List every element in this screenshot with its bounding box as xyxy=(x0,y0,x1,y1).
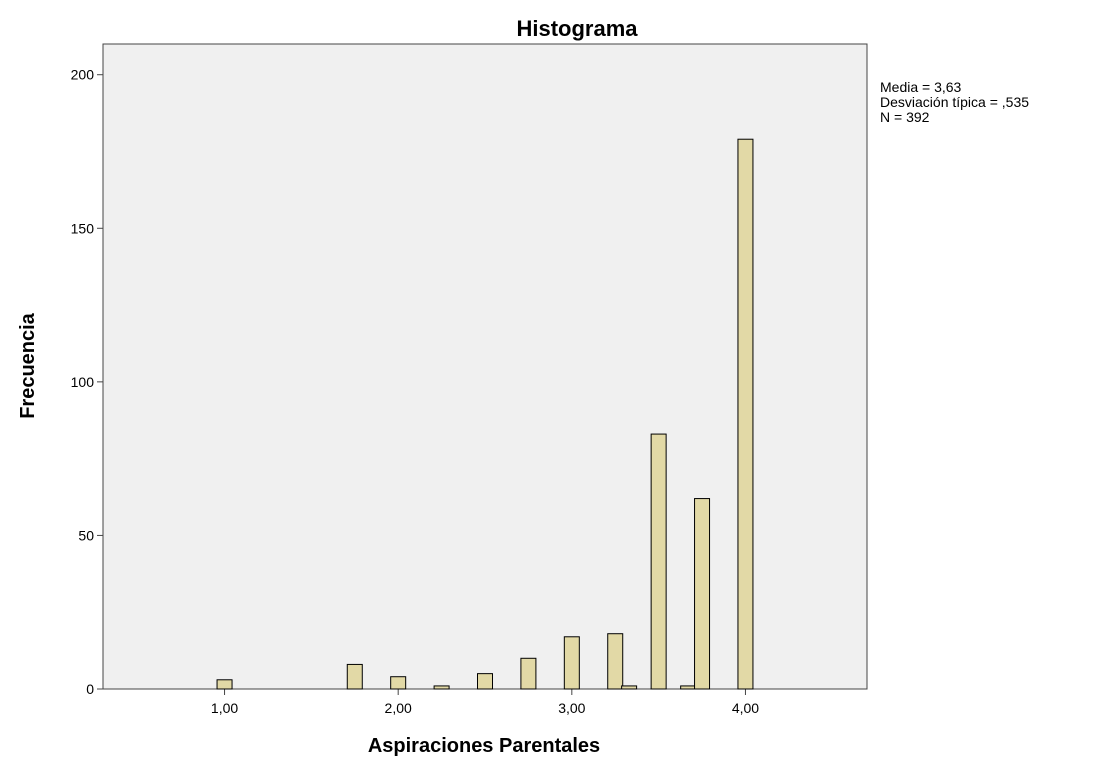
histogram-bar xyxy=(563,636,580,690)
histogram-bar xyxy=(433,685,450,690)
y-tick-label: 150 xyxy=(71,220,95,236)
x-tick-label: 2,00 xyxy=(385,700,412,716)
y-tick-label: 200 xyxy=(71,67,95,83)
stat-std-dev: Desviación típica = ,535 xyxy=(880,94,1030,110)
summary-statistics: Media = 3,63 Desviación típica = ,535 N … xyxy=(880,80,1029,125)
y-tick-label: 50 xyxy=(78,527,94,543)
stat-n: N = 392 xyxy=(880,109,930,125)
histogram-bar xyxy=(737,138,754,690)
x-tick-label: 1,00 xyxy=(211,700,238,716)
histogram-bar xyxy=(607,633,624,690)
histogram-bar xyxy=(390,676,407,690)
bars-group xyxy=(216,138,754,690)
histogram-bar xyxy=(216,679,233,690)
histogram-bar xyxy=(694,498,711,690)
histogram-bar xyxy=(520,657,537,690)
stat-mean: Media = 3,63 xyxy=(880,79,962,95)
x-tick-label: 4,00 xyxy=(732,700,759,716)
histogram-bar xyxy=(346,663,363,690)
y-tick-label: 0 xyxy=(86,681,94,697)
chart-title: Histograma xyxy=(516,16,638,41)
x-tick-label: 3,00 xyxy=(558,700,585,716)
histogram-bar xyxy=(621,685,638,690)
y-axis-label: Frecuencia xyxy=(17,312,39,418)
y-axis: 0 50 100 150 200 xyxy=(71,67,103,697)
x-axis: 1,00 2,00 3,00 4,00 xyxy=(211,689,759,716)
histogram-bar xyxy=(477,673,493,690)
histogram-bar xyxy=(680,685,697,690)
y-tick-label: 100 xyxy=(71,374,95,390)
x-axis-label: Aspiraciones Parentales xyxy=(368,735,600,757)
histogram-bar xyxy=(650,433,667,690)
